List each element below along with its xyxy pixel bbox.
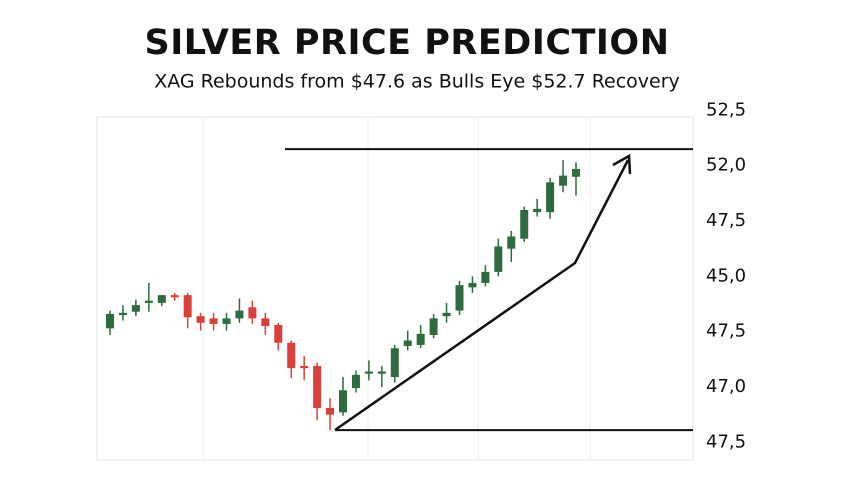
y-tick-label: 52,5 [706,99,746,120]
candle-body [235,310,244,319]
arrow-head [612,153,632,175]
candle-body [507,236,516,249]
candle-body [157,295,166,303]
candle-body [481,271,490,283]
chart-title: SILVER PRICE PREDICTION [145,23,670,63]
candle-body [313,365,322,408]
candle-body [533,208,542,213]
candle-body [377,371,386,374]
candle-body [196,316,205,323]
candle-body [274,325,283,343]
plot-frame [96,116,694,461]
candle-body [339,390,347,413]
chart-subtitle: XAG Rebounds from $47.6 as Bulls Eye $52… [154,71,680,93]
vertical-grid [202,117,591,460]
y-tick-label: 52,0 [706,155,746,176]
candle-body [429,318,438,335]
candle-body [364,371,373,374]
candle-body [248,307,257,319]
candle-body [572,169,580,177]
candle-body [300,365,309,369]
candle-body [351,374,360,389]
candle-body [106,313,114,329]
candle-body [287,342,296,369]
arrow-line [334,159,630,432]
candle-body [183,295,192,318]
y-tick-label: 45,0 [706,265,746,286]
candle-body [468,282,477,288]
candle-body [442,312,451,317]
marks [106,148,693,432]
candle-body [222,318,231,324]
candle-body [390,348,399,378]
candle-body [520,209,529,239]
y-tick-label: 47,0 [706,376,746,397]
candle-body [559,175,568,186]
candle-body [546,182,555,213]
candle-body [416,333,425,345]
candle-body [494,246,503,272]
y-tick-label: 47,5 [706,431,746,452]
y-tick-label: 47,5 [706,321,746,342]
candle-body [326,407,335,415]
trend-arrow [334,153,632,432]
y-tick-label: 47,5 [706,210,746,231]
candle-body [118,312,127,316]
candle-body [209,318,218,324]
candle-body [455,285,464,311]
candle-body [131,305,140,312]
candle-body [261,318,270,327]
candle-body [144,300,153,303]
candle-body [170,295,179,298]
candle-body [403,340,412,347]
